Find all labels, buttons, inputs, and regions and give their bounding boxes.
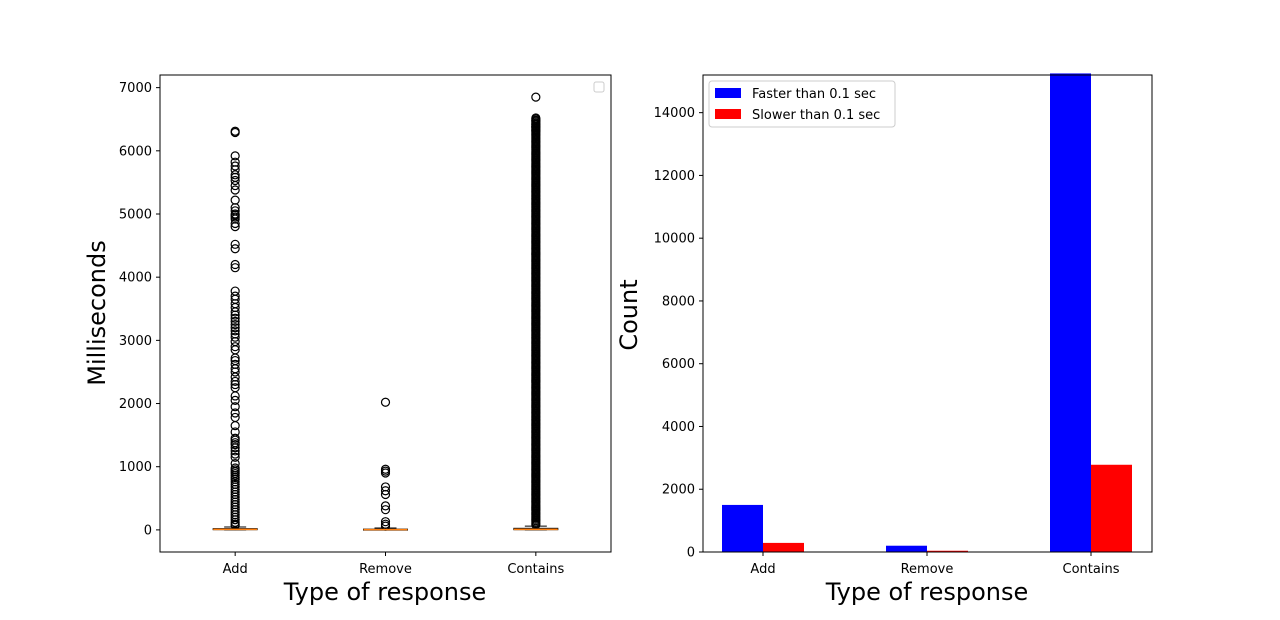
bar-chart-y-axis-label: Count <box>615 279 643 350</box>
y-tick-label: 6000 <box>119 144 152 159</box>
bar-chart-legend: Faster than 0.1 sec Slower than 0.1 sec <box>708 80 896 128</box>
outlier-remove <box>380 468 391 478</box>
outlier-add <box>230 180 240 191</box>
outlier-add <box>230 443 240 453</box>
box-plot-x-axis-label: Type of response <box>283 578 487 606</box>
y-tick-label: 8000 <box>662 294 695 309</box>
x-tick-label: Add <box>750 562 775 577</box>
outlier-add <box>230 127 240 138</box>
y-tick-label: 12000 <box>654 169 695 184</box>
legend-label-faster: Faster than 0.1 sec <box>752 87 876 102</box>
bar-slower-than-0-1-sec-contains <box>1091 464 1132 552</box>
outlier-contains <box>531 92 541 102</box>
outlier-add <box>230 391 240 401</box>
x-tick-label: Add <box>223 562 248 577</box>
bar-chart-bars <box>722 73 1132 553</box>
outlier-contains <box>531 113 541 123</box>
y-tick-label: 3000 <box>119 334 152 349</box>
outlier-contains <box>531 122 541 132</box>
outlier-add <box>230 319 240 330</box>
box-plot-empty-legend <box>593 81 605 93</box>
outlier-add <box>230 376 240 387</box>
outlier-add <box>230 151 240 161</box>
x-tick-label: Remove <box>359 562 412 577</box>
bar-chart-y-ticks: 0 2000 4000 6000 8000 10000 12000 14000 <box>654 106 703 561</box>
outlier-add <box>230 170 240 180</box>
outlier-add <box>230 218 240 229</box>
bar-chart-x-ticks: Add Remove Contains <box>750 552 1120 577</box>
box-plot-y-axis-label: Milliseconds <box>83 240 111 385</box>
outlier-contains <box>531 119 541 129</box>
outlier-add <box>230 421 240 431</box>
x-tick-label: Contains <box>507 562 564 577</box>
outlier-add <box>230 395 240 405</box>
outlier-add <box>230 402 240 412</box>
y-tick-label: 5000 <box>119 207 152 222</box>
bar-chart-panel: 0 2000 4000 6000 8000 10000 12000 14000 Add Remo… <box>615 73 1153 606</box>
x-tick-label: Contains <box>1063 562 1120 577</box>
outlier-add <box>230 323 240 333</box>
outlier-add <box>230 332 240 342</box>
bar-faster-than-0-1-sec-contains <box>1050 73 1091 553</box>
outlier-remove <box>380 486 391 496</box>
y-tick-label: 0 <box>144 523 152 538</box>
bar-chart-x-axis-label: Type of response <box>825 578 1029 606</box>
outlier-remove <box>380 489 391 500</box>
y-tick-label: 14000 <box>654 106 695 121</box>
bar-slower-than-0-1-sec-add <box>763 542 804 552</box>
y-tick-label: 2000 <box>119 397 152 412</box>
y-tick-label: 0 <box>687 546 695 561</box>
outlier-add <box>230 185 240 195</box>
outlier-add <box>230 408 240 418</box>
y-tick-label: 10000 <box>654 232 695 247</box>
box-plot-y-ticks: 0 1000 2000 3000 4000 5000 6000 7000 <box>119 81 160 538</box>
outlier-remove <box>380 505 391 515</box>
outlier-add <box>230 452 240 462</box>
outlier-add <box>230 446 240 456</box>
outlier-add <box>230 439 240 450</box>
outlier-add <box>230 263 240 273</box>
outlier-remove <box>380 501 391 511</box>
outlier-add <box>230 307 240 317</box>
outlier-contains <box>531 125 541 136</box>
outlier-contains <box>531 115 541 126</box>
outlier-add <box>230 316 240 326</box>
y-tick-label: 2000 <box>662 483 695 498</box>
legend-swatch-faster <box>715 88 741 98</box>
outlier-add <box>230 326 240 336</box>
legend-label-slower: Slower than 0.1 sec <box>752 108 880 123</box>
bar-faster-than-0-1-sec-remove <box>886 545 927 552</box>
y-tick-label: 4000 <box>119 271 152 286</box>
outlier-add <box>230 449 240 459</box>
box-plot-x-ticks: Add Remove Contains <box>223 552 565 577</box>
bar-slower-than-0-1-sec-remove <box>927 550 968 552</box>
outlier-remove <box>380 397 391 407</box>
outlier-add <box>230 259 240 270</box>
bar-faster-than-0-1-sec-add <box>722 504 763 552</box>
outlier-add <box>230 342 240 352</box>
outlier-add <box>230 239 240 249</box>
outlier-add <box>230 367 240 377</box>
outlier-add <box>230 515 240 525</box>
outlier-add <box>230 310 240 320</box>
outlier-add <box>230 353 240 363</box>
x-tick-label: Remove <box>901 562 954 577</box>
outlier-add <box>230 222 240 232</box>
outlier-add <box>230 313 240 323</box>
box-plot-boxes <box>212 525 559 531</box>
y-tick-label: 6000 <box>662 357 695 372</box>
outlier-remove <box>380 517 391 527</box>
box-plot-outliers <box>230 92 541 531</box>
y-tick-label: 7000 <box>119 81 152 96</box>
outlier-add <box>230 244 240 254</box>
legend-frame <box>708 80 896 128</box>
y-tick-label: 1000 <box>119 460 152 475</box>
y-tick-label: 4000 <box>662 420 695 435</box>
outlier-add <box>230 379 240 390</box>
outlier-add <box>230 175 240 186</box>
box-plot-panel: 0 1000 2000 3000 4000 5000 6000 7000 Add Remove C… <box>83 74 612 606</box>
legend-swatch-slower <box>715 109 741 119</box>
outlier-add <box>230 161 240 171</box>
